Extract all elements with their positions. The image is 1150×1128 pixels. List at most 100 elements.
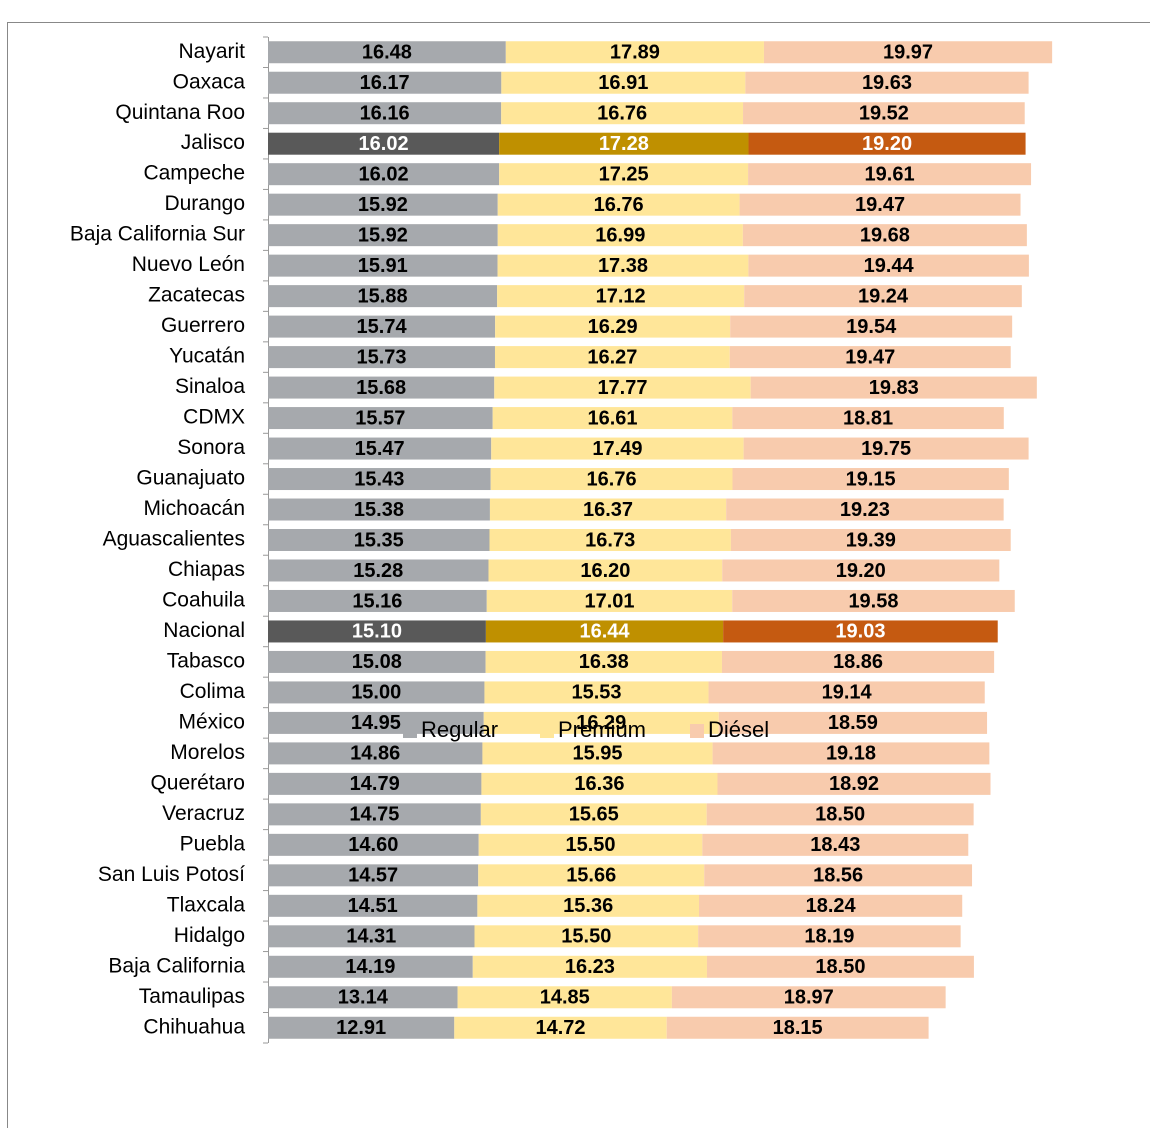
- bar-segment: [494, 346, 730, 369]
- value-label: 19.52: [859, 102, 909, 124]
- value-label: 18.59: [828, 712, 878, 734]
- bar-segment: [745, 71, 1029, 94]
- bar-segment: [497, 193, 740, 216]
- bar-segment: [488, 559, 723, 582]
- bar-segment: [268, 529, 490, 551]
- bar-segment: [743, 102, 1025, 125]
- legend-label: Diésel: [708, 717, 769, 742]
- bar-segment: [268, 71, 502, 94]
- bar-segment: [268, 285, 498, 308]
- y-tick-label: Veracruz: [162, 802, 245, 825]
- value-label: 16.48: [362, 42, 412, 64]
- bar-segment: [495, 315, 731, 338]
- value-label: 18.81: [843, 407, 893, 429]
- value-label: 16.23: [565, 956, 615, 978]
- value-label: 18.50: [815, 956, 865, 978]
- y-tick-label: San Luis Potosí: [98, 863, 245, 886]
- value-label: 15.92: [358, 194, 408, 216]
- value-label: 16.61: [587, 407, 637, 429]
- y-tick-label: Nacional: [163, 619, 245, 642]
- value-label: 14.75: [349, 804, 399, 826]
- bar-segment: [478, 833, 703, 856]
- bar-segment: [726, 498, 1004, 521]
- value-label: 14.51: [348, 895, 398, 917]
- bar-segment: [268, 437, 492, 460]
- value-label: 15.43: [354, 468, 404, 490]
- value-label: 18.19: [804, 926, 854, 948]
- bar-segment: [268, 315, 496, 338]
- value-label: 12.91: [336, 1017, 386, 1039]
- y-tick-label: Yucatán: [169, 345, 245, 368]
- bar-segment: [732, 407, 1004, 430]
- value-label: 16.44: [579, 621, 630, 643]
- bar-segment: [268, 468, 491, 491]
- bar-segment: [721, 650, 995, 673]
- legend-marker: [690, 724, 704, 738]
- bar-segment: [743, 437, 1029, 460]
- value-label: 15.65: [569, 804, 619, 826]
- bar-segment: [268, 407, 493, 430]
- value-label: 18.86: [833, 651, 883, 673]
- bar-segment: [494, 376, 751, 399]
- bar-segment: [477, 894, 700, 917]
- value-label: 16.99: [595, 224, 645, 246]
- value-label: 19.15: [846, 468, 896, 490]
- bar-segment: [732, 589, 1015, 612]
- y-tick-label: México: [178, 710, 245, 733]
- value-label: 19.24: [858, 285, 909, 307]
- value-label: 19.14: [822, 682, 873, 704]
- value-label: 15.88: [358, 285, 408, 307]
- bar-segment: [730, 315, 1013, 338]
- bar-segment: [763, 41, 1053, 64]
- bar-segment: [704, 864, 973, 887]
- bar-segment: [268, 803, 481, 826]
- value-label: 16.36: [574, 773, 624, 795]
- y-tick-label: Quintana Roo: [115, 101, 245, 124]
- value-label: 14.79: [350, 773, 400, 795]
- value-label: 17.01: [584, 590, 634, 612]
- bar-segment: [485, 650, 722, 673]
- bar-segment: [489, 529, 731, 551]
- value-label: 17.89: [610, 42, 660, 64]
- value-label: 16.38: [579, 651, 629, 673]
- bar-segment: [729, 346, 1011, 369]
- bar-segment: [268, 346, 495, 369]
- bar-segment: [717, 772, 991, 795]
- value-label: 19.44: [864, 255, 915, 277]
- value-label: 16.73: [585, 529, 635, 551]
- bar-segment: [702, 833, 969, 856]
- bar-segment: [497, 224, 743, 247]
- bar-segment: [268, 376, 495, 399]
- value-label: 17.77: [597, 377, 647, 399]
- value-label: 19.47: [855, 194, 905, 216]
- value-label: 15.50: [565, 834, 615, 856]
- bar-segment: [268, 589, 487, 612]
- value-label: 18.92: [829, 773, 879, 795]
- bar-segment: [478, 864, 705, 887]
- bar-segment: [268, 864, 479, 887]
- bar-segment: [748, 163, 1032, 186]
- value-label: 14.85: [540, 987, 590, 1009]
- bar-segment: [474, 925, 699, 948]
- bar-segment: [491, 437, 744, 460]
- value-label: 14.60: [348, 834, 398, 856]
- value-label: 15.50: [561, 926, 611, 948]
- y-tick-label: Tamaulipas: [139, 985, 245, 1008]
- value-label: 17.25: [599, 163, 649, 185]
- bar-segment: [268, 925, 475, 948]
- value-label: 16.02: [359, 133, 409, 155]
- bar-segment: [722, 559, 1000, 582]
- value-label: 19.54: [846, 316, 897, 338]
- bar-segment: [485, 620, 724, 643]
- value-label: 16.27: [587, 346, 637, 368]
- value-label: 15.16: [352, 590, 402, 612]
- bar-segment: [750, 376, 1037, 399]
- bar-segment: [268, 650, 486, 673]
- value-label: 15.47: [355, 438, 405, 460]
- value-label: 19.58: [848, 590, 898, 612]
- y-tick-label: Oaxaca: [173, 70, 246, 93]
- value-label: 19.63: [862, 72, 912, 94]
- value-label: 15.00: [351, 682, 401, 704]
- bar-segment: [748, 132, 1026, 155]
